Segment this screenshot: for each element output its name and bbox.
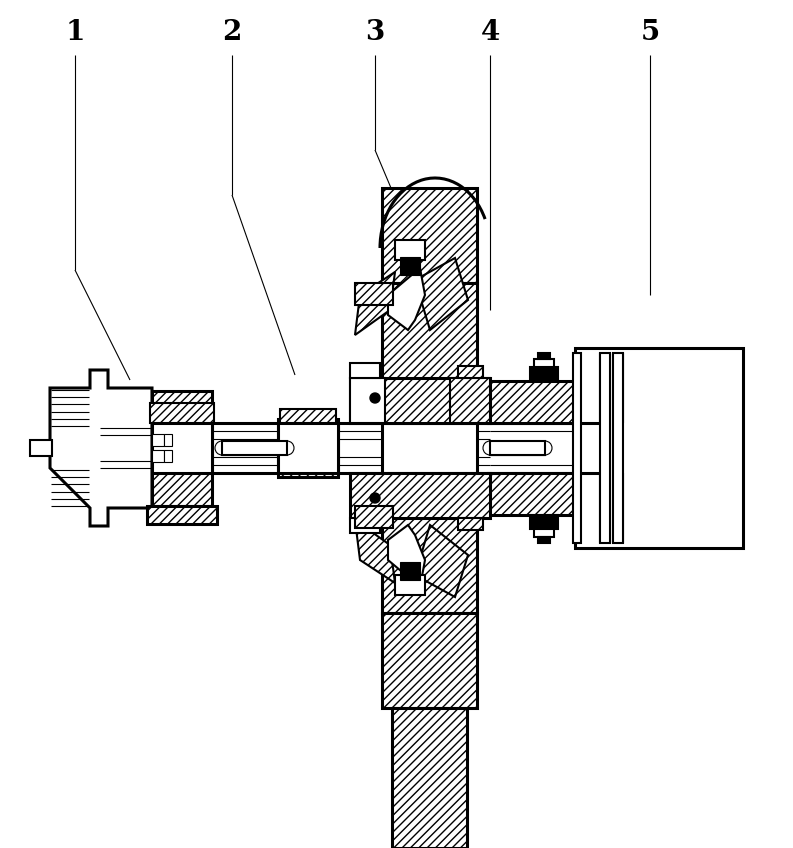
Bar [382, 613, 477, 708]
Bar [530, 367, 558, 381]
Polygon shape [388, 525, 425, 587]
Text: 1: 1 [65, 19, 85, 46]
Bar [382, 423, 477, 473]
Bar [490, 441, 545, 455]
Bar [450, 378, 490, 423]
Bar [400, 562, 420, 580]
Text: 4: 4 [481, 19, 500, 46]
Text: 2: 2 [222, 19, 242, 46]
Bar [534, 529, 554, 537]
Text: 5: 5 [641, 19, 660, 46]
Polygon shape [388, 268, 425, 330]
Bar [392, 708, 467, 848]
Bar [575, 348, 743, 548]
Bar [222, 441, 287, 455]
Bar [488, 381, 576, 423]
Bar [350, 378, 490, 423]
Bar [600, 353, 610, 543]
Bar [147, 505, 217, 523]
Bar [573, 353, 581, 543]
Bar [458, 366, 483, 378]
Polygon shape [355, 272, 395, 335]
Bar [152, 434, 164, 446]
Bar [150, 403, 214, 423]
Bar [355, 506, 393, 528]
Bar [278, 423, 338, 473]
Text: 1: 1 [65, 19, 85, 46]
Bar [350, 518, 380, 533]
Bar [538, 353, 550, 359]
Bar [280, 409, 336, 423]
Bar [382, 283, 477, 383]
Text: 5: 5 [641, 19, 660, 46]
Circle shape [370, 393, 380, 403]
Bar [355, 283, 393, 305]
Circle shape [370, 493, 380, 503]
Bar [278, 419, 338, 477]
Polygon shape [415, 258, 468, 330]
Bar [382, 513, 477, 613]
Bar [395, 575, 425, 595]
Bar [164, 434, 172, 446]
Bar [488, 473, 576, 515]
Polygon shape [415, 525, 468, 597]
Text: 3: 3 [366, 19, 385, 46]
Text: 3: 3 [366, 19, 385, 46]
Bar [613, 353, 623, 543]
Text: 2: 2 [222, 19, 242, 46]
Bar [400, 257, 420, 275]
Bar [530, 515, 558, 529]
Bar [152, 390, 212, 505]
Bar [350, 473, 490, 518]
Text: 4: 4 [481, 19, 500, 46]
Bar [350, 378, 385, 423]
Bar [534, 359, 554, 367]
Bar [350, 363, 380, 378]
Bar [164, 450, 172, 462]
Bar [382, 188, 477, 283]
Bar [458, 518, 483, 530]
Polygon shape [355, 520, 395, 583]
Bar [30, 440, 52, 456]
Polygon shape [50, 370, 152, 526]
Bar [152, 423, 212, 473]
Bar [538, 537, 550, 543]
Bar [152, 450, 164, 462]
Bar [395, 240, 425, 260]
